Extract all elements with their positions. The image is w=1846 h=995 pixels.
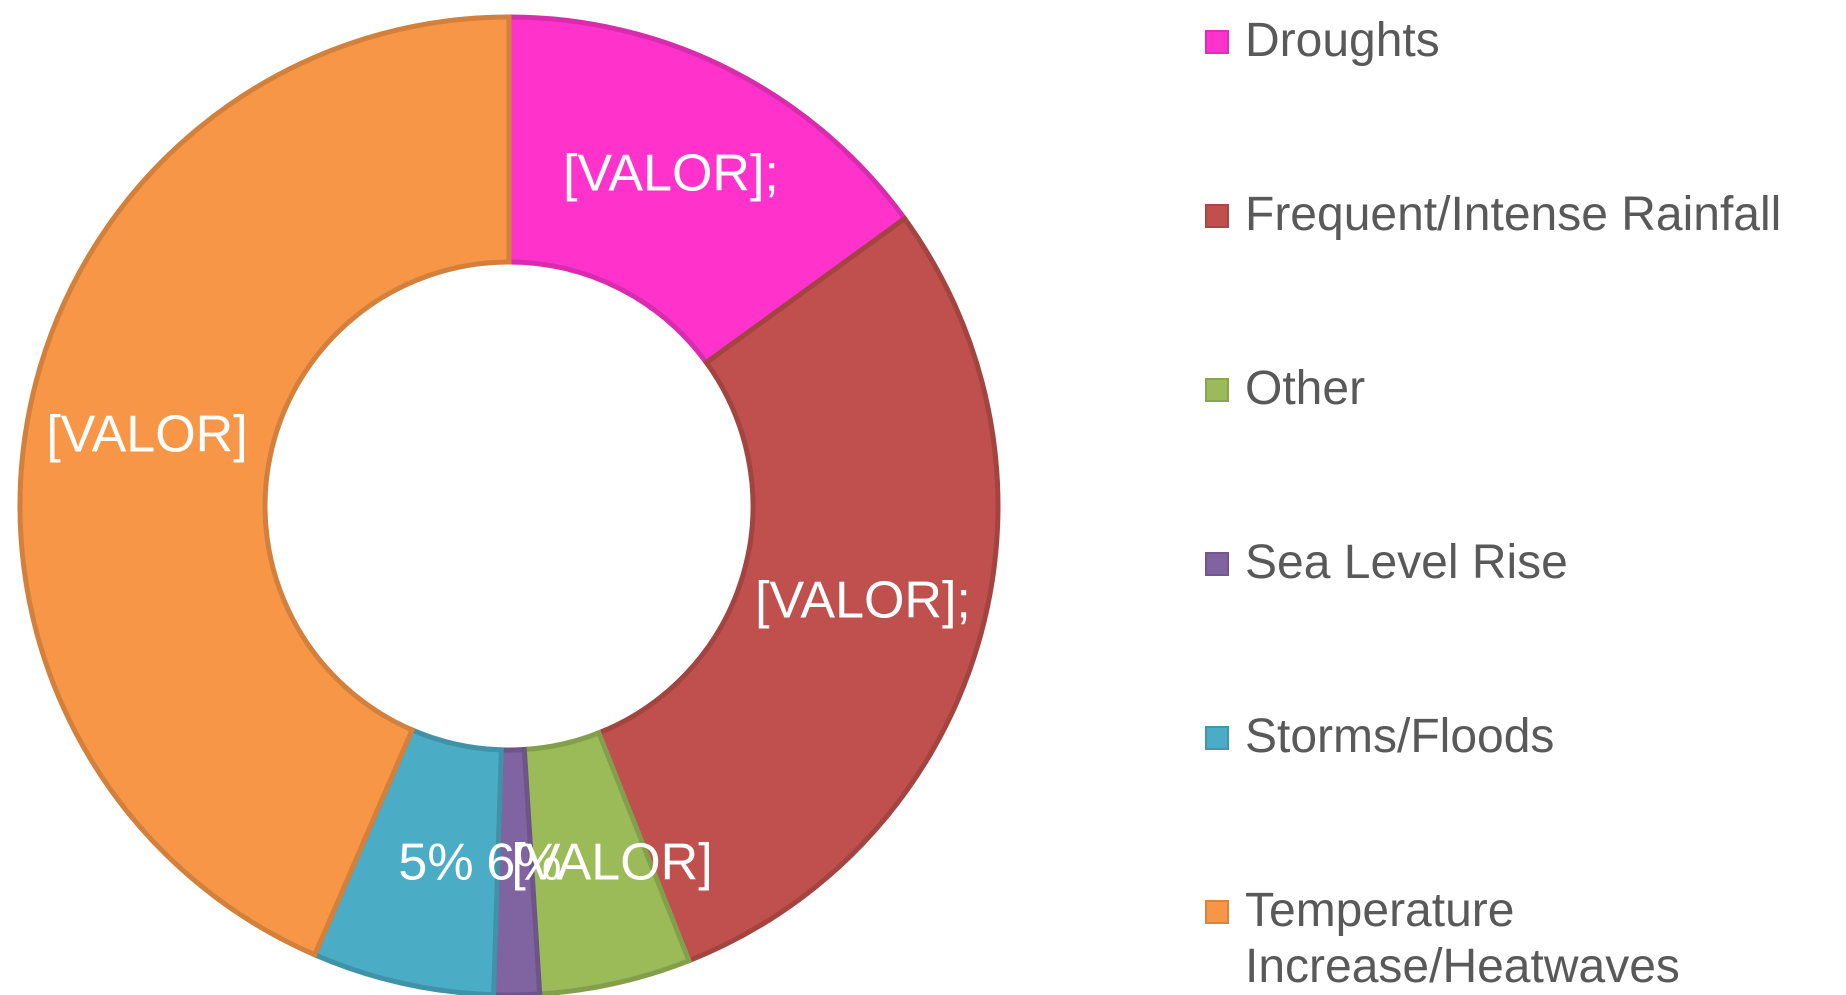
data-label: [VALOR] <box>46 406 247 464</box>
legend-swatch <box>1205 900 1229 924</box>
legend-label: Other <box>1245 362 1366 415</box>
chart: [VALOR];[VALOR];5% [VALOR]6%[VALOR] <box>17 14 1001 995</box>
data-label: 5% <box>398 834 473 892</box>
legend-swatch <box>1205 378 1229 402</box>
legend-item: Droughts <box>1205 13 1843 69</box>
legend-swatch <box>1205 726 1229 750</box>
legend-item: Other <box>1205 361 1843 417</box>
data-label: [VALOR]; <box>755 572 971 630</box>
legend-item: Sea Level Rise <box>1205 535 1843 591</box>
legend-swatch <box>1205 30 1229 54</box>
slice <box>595 215 1001 964</box>
legend-label: Storms/Floods <box>1245 710 1555 763</box>
legend-swatch <box>1205 204 1229 228</box>
legend-label: Temperature Increase/Heatwaves <box>1245 884 1680 993</box>
slice <box>17 14 512 959</box>
slice <box>506 14 909 367</box>
legend-label: Frequent/Intense Rainfall <box>1245 188 1782 241</box>
data-label: [VALOR]; <box>563 145 779 203</box>
legend-item: Storms/Floods <box>1205 709 1843 765</box>
legend-swatch <box>1205 552 1229 576</box>
data-label: 6% <box>486 834 561 892</box>
legend-item: Temperature Increase/Heatwaves <box>1205 883 1843 995</box>
legend-item: Frequent/Intense Rainfall <box>1205 187 1843 243</box>
legend-label: Droughts <box>1245 14 1440 67</box>
data-label: [VALOR] <box>511 834 712 892</box>
legend-label: Sea Level Rise <box>1245 536 1568 589</box>
